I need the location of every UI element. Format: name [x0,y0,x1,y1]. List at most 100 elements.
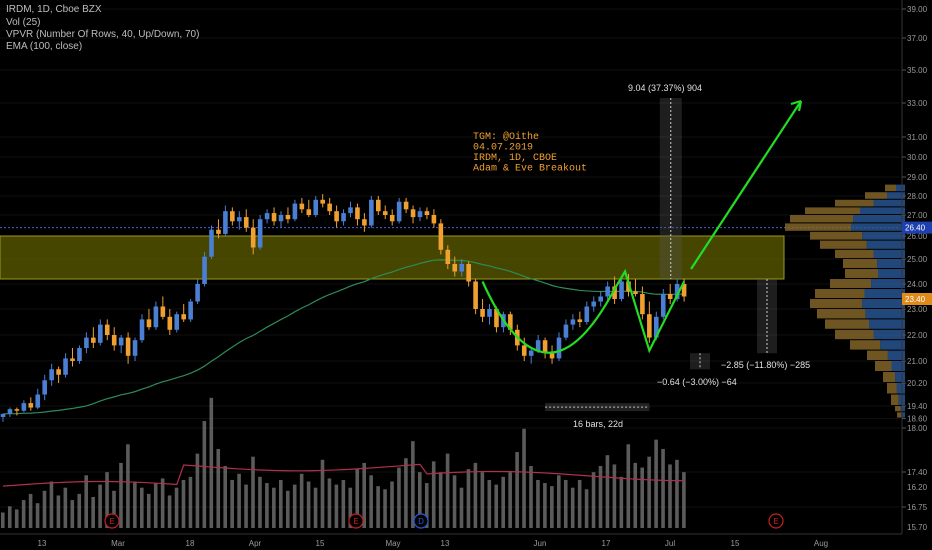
candle-body [376,199,381,212]
vpvr-bar-up [862,231,905,240]
volume-bar [647,456,651,528]
candle-body [389,215,395,222]
volume-bar [285,490,290,528]
vpvr-bar-up [895,372,905,382]
volume-bar [341,479,346,528]
candle-body [292,203,298,220]
candle [202,252,207,287]
volume-bar [577,479,582,528]
volume-bar [244,484,248,528]
candle-body [362,219,367,226]
candle-body [7,409,13,414]
measure-down-label: −2.85 (−11.80%) −285 [721,360,810,370]
candle [91,327,96,348]
vpvr-bar-up [866,240,905,249]
candle-body [403,201,409,210]
y-axis-tick-label: 28.00 [907,192,928,201]
y-axis-tick-label: 22.00 [907,331,928,340]
candle-body [605,286,610,297]
volume-bar [258,476,262,528]
volume-bar [56,495,61,528]
candle-body [570,319,576,325]
volume-bar [431,461,436,528]
vpvr-bar-down [835,199,874,207]
y-axis-tick-label: 18.60 [907,415,928,424]
volume-bar [146,493,151,528]
candle-body [299,203,305,210]
volume-bar [153,483,158,528]
vpvr-bar-up [871,279,905,288]
candle [42,374,47,401]
candle-body [348,207,353,214]
candle-body [21,403,27,411]
candle-body [528,350,534,356]
candle-body [619,281,624,299]
volume-bar [480,472,485,528]
vpvr-bar-down [790,215,854,223]
candle [362,213,367,232]
candle-body [424,211,430,215]
y-axis-tick-label: 23.00 [907,305,928,314]
candle [598,291,603,307]
x-axis-tick-label: Mar [111,539,125,548]
candle-body [243,217,249,228]
volume-bar [14,509,19,528]
marked-price-badge [902,221,932,234]
y-axis-tick-label: 21.00 [907,357,928,366]
candle-body [473,281,478,309]
candle [195,279,200,304]
candle-body [146,319,152,328]
volume-bar [438,472,443,528]
y-axis-tick-label: 31.00 [907,133,928,142]
candle [125,332,131,364]
candle [660,289,666,320]
candle-body [174,314,180,330]
candle [403,197,409,214]
volume-bar [112,490,116,528]
volume-bar [563,479,568,528]
candle-body [410,209,416,218]
candle [250,219,256,255]
x-axis-tick-label: 15 [316,539,325,548]
candle-body [508,314,513,330]
candle-body [535,340,541,351]
vpvr-bar-up [896,184,905,192]
vpvr-bar-down [817,309,866,319]
vpvr-bar-up [878,269,905,278]
candle [528,348,534,364]
candle-body [278,215,284,222]
candle-body [257,219,263,248]
candle-body [216,229,221,234]
candle [556,332,562,361]
candle [56,366,61,383]
volume-bar [355,469,360,528]
vpvr-bar-down [867,350,888,360]
volume-bar [223,466,227,528]
volume-bar [487,479,492,528]
volume-bar [49,481,54,528]
candle [633,279,638,297]
candle [35,388,41,410]
candle-body [577,319,583,322]
candle [327,197,332,215]
vpvr-bar-up [851,223,905,231]
candle-body [49,369,54,381]
volume-bar [63,487,68,528]
volume-bar [397,467,401,528]
candle [452,256,458,277]
candle-body [125,337,131,356]
candle-body [209,229,214,257]
vpvr-bar-down [820,240,867,249]
candle-body [139,319,145,341]
volume-bar [418,472,422,528]
candle [70,348,75,367]
candle-body [63,358,68,375]
candle [63,353,68,378]
candle [341,209,346,226]
candle-body [598,296,603,302]
x-axis-tick-label: 17 [602,539,611,548]
candle [438,219,444,255]
candle-body [91,337,96,343]
candle-body [98,324,103,343]
